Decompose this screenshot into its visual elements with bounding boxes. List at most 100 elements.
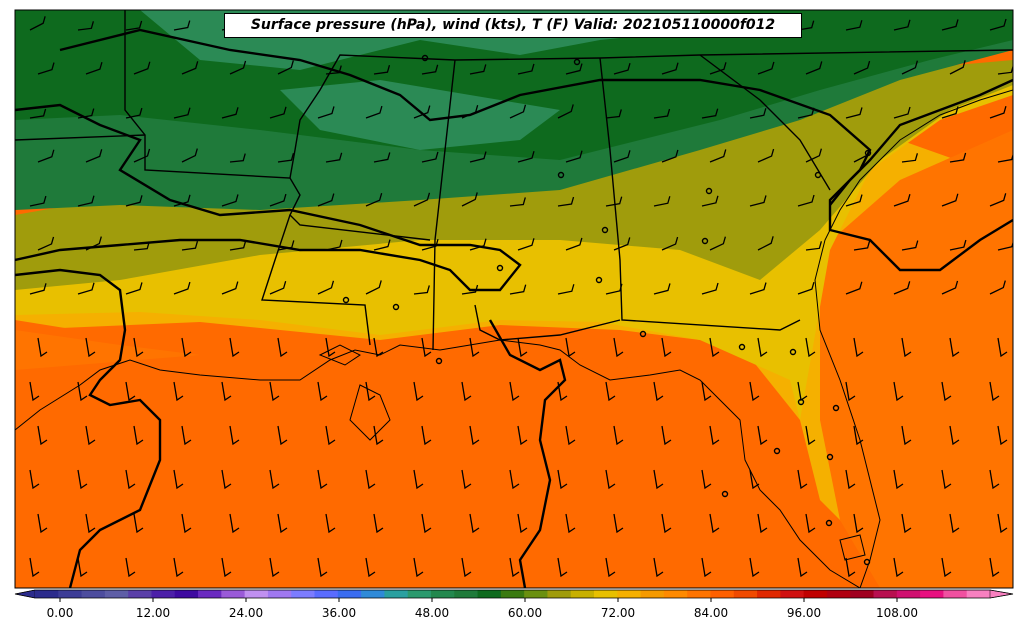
- wind-barb: [37, 62, 55, 75]
- wind-barb: [277, 60, 294, 75]
- wind-barb: [893, 19, 911, 31]
- wind-barb: [709, 149, 727, 163]
- wind-barb: [469, 337, 480, 358]
- colorbar-segment: [966, 590, 991, 598]
- wind-barb: [85, 149, 103, 163]
- wind-barb: [85, 513, 96, 534]
- wind-barb: [269, 106, 287, 119]
- wind-barb: [173, 281, 191, 295]
- colorbar-segment: [58, 590, 83, 598]
- colorbar-segment: [524, 590, 548, 598]
- wind-barb: [277, 240, 295, 251]
- wind-barb: [661, 337, 672, 358]
- wind-barb: [365, 105, 383, 119]
- wind-barb: [565, 237, 583, 251]
- wind-barb: [125, 381, 136, 402]
- colorbar-tick-label: 108.00: [876, 606, 918, 620]
- colorbar-segment: [174, 590, 199, 598]
- wind-barb: [557, 284, 575, 295]
- wind-barb: [365, 557, 376, 578]
- wind-barb: [709, 337, 720, 358]
- wind-barb: [317, 280, 335, 295]
- colorbar-tick-label: 72.00: [600, 606, 636, 620]
- wind-barb: [797, 194, 815, 207]
- wind-barb: [605, 196, 623, 207]
- wind-barb: [421, 337, 432, 358]
- wind-barb: [85, 337, 96, 358]
- wind-barb: [373, 152, 391, 163]
- wind-barb: [605, 283, 623, 295]
- wind-barb: [461, 192, 478, 207]
- wind-barb: [797, 469, 808, 490]
- wind-barb: [221, 194, 239, 207]
- wind-barb: [757, 425, 768, 446]
- wind-barb: [997, 240, 1013, 251]
- colorbar-segment: [267, 590, 292, 598]
- wind-barb: [941, 469, 952, 490]
- colorbar-segment: [151, 590, 176, 598]
- wind-barb: [797, 107, 815, 119]
- wind-barb: [805, 513, 816, 534]
- wind-barb: [949, 239, 967, 251]
- colorbar-segment: [128, 590, 152, 598]
- wind-barb: [365, 193, 383, 207]
- wind-barb: [77, 21, 95, 31]
- wind-barb: [565, 63, 583, 75]
- wind-barb: [989, 469, 1000, 490]
- wind-barb: [989, 381, 1000, 402]
- colorbar-segment: [454, 590, 479, 598]
- wind-barb: [901, 513, 912, 534]
- colorbar-tick-label: 84.00: [693, 606, 729, 620]
- wind-barb: [509, 197, 526, 207]
- wind-barb: [509, 381, 520, 402]
- colorbar-segment: [617, 590, 642, 598]
- colorbar-tick-label: 12.00: [135, 606, 171, 620]
- wind-barb: [557, 196, 575, 207]
- wind-barb: [421, 64, 439, 75]
- wind-barb: [325, 152, 343, 163]
- wind-barb: [461, 284, 479, 295]
- wind-barb: [613, 237, 631, 251]
- wind-barb: [653, 108, 671, 119]
- temperature-field: [15, 10, 1013, 588]
- wind-barb: [805, 61, 823, 75]
- colorbar-segment: [594, 590, 618, 598]
- wind-barb: [77, 469, 88, 490]
- wind-barb: [413, 469, 424, 490]
- wind-barb: [37, 236, 55, 251]
- colorbar-segment: [873, 590, 898, 598]
- wind-barb: [989, 193, 1007, 207]
- wind-barb: [221, 381, 232, 402]
- wind-barb: [893, 557, 904, 578]
- wind-barb: [365, 469, 376, 490]
- wind-barb: [805, 241, 823, 251]
- colorbar-segment: [920, 590, 944, 598]
- colorbar-segment: [733, 590, 758, 598]
- wind-barb: [709, 513, 720, 534]
- colorbar-tick-label: 24.00: [228, 606, 264, 620]
- wind-barb: [229, 425, 240, 446]
- wind-barb: [517, 513, 528, 534]
- wind-barb: [85, 425, 96, 446]
- wind-barb: [277, 153, 295, 163]
- wind-barb: [853, 425, 864, 446]
- wind-barb: [613, 513, 624, 534]
- colorbar-segment: [198, 590, 222, 598]
- wind-barb: [29, 16, 46, 31]
- wind-barb: [845, 194, 863, 207]
- wind-barb: [229, 153, 246, 163]
- wind-barb: [757, 513, 768, 534]
- wind-barb: [949, 513, 960, 534]
- wind-barb: [605, 381, 616, 402]
- wind-barb: [325, 337, 336, 358]
- wind-barb: [229, 60, 247, 75]
- wind-barb: [317, 106, 335, 119]
- colorbar-tick-label: 0.00: [46, 606, 74, 620]
- wind-barb: [77, 381, 88, 402]
- wind-barb: [469, 64, 487, 75]
- wind-barb: [173, 107, 191, 119]
- wind-barb: [845, 381, 856, 402]
- colorbar-tick-label: 36.00: [321, 606, 357, 620]
- wind-barb: [37, 425, 48, 446]
- wind-barb: [557, 469, 568, 490]
